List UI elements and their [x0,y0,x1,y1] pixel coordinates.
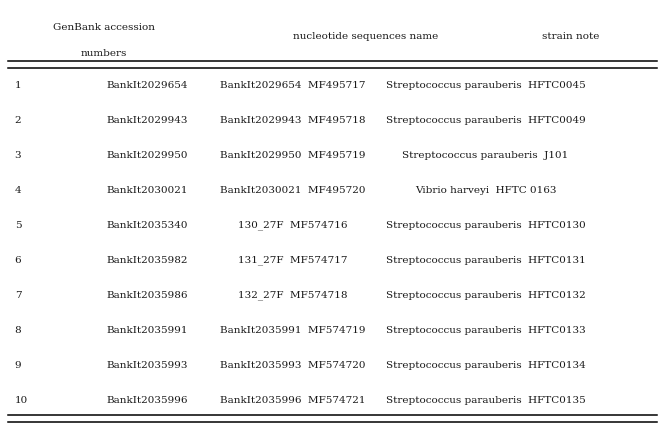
Text: BankIt2029943: BankIt2029943 [106,115,188,125]
Text: Streptococcus parauberis  HFTC0132: Streptococcus parauberis HFTC0132 [386,290,585,299]
Text: Streptococcus parauberis  HFTC0133: Streptococcus parauberis HFTC0133 [386,325,585,334]
Text: BankIt2029950: BankIt2029950 [106,150,188,160]
Text: Streptococcus parauberis  J101: Streptococcus parauberis J101 [402,150,569,160]
Text: 5: 5 [15,220,21,230]
Text: BankIt2029950  MF495719: BankIt2029950 MF495719 [220,150,365,160]
Text: BankIt2035986: BankIt2035986 [106,290,188,299]
Text: Vibrio harveyi  HFTC 0163: Vibrio harveyi HFTC 0163 [415,185,556,195]
Text: BankIt2030021: BankIt2030021 [106,185,188,195]
Text: Streptococcus parauberis  HFTC0130: Streptococcus parauberis HFTC0130 [386,220,585,230]
Text: 132_27F  MF574718: 132_27F MF574718 [238,290,347,299]
Text: BankIt2035340: BankIt2035340 [106,220,188,230]
Text: BankIt2035993: BankIt2035993 [106,360,188,369]
Text: 8: 8 [15,325,21,334]
Text: 1: 1 [15,81,21,90]
Text: nucleotide sequences name: nucleotide sequences name [293,32,438,41]
Text: BankIt2035991: BankIt2035991 [106,325,188,334]
Text: BankIt2029654: BankIt2029654 [106,81,188,90]
Text: 7: 7 [15,290,21,299]
Text: numbers: numbers [80,49,127,58]
Text: 131_27F  MF574717: 131_27F MF574717 [238,255,347,265]
Text: Streptococcus parauberis  HFTC0049: Streptococcus parauberis HFTC0049 [386,115,585,125]
Text: 10: 10 [15,395,28,404]
Text: BankIt2035993  MF574720: BankIt2035993 MF574720 [220,360,365,369]
Text: 2: 2 [15,115,21,125]
Text: Streptococcus parauberis  HFTC0134: Streptococcus parauberis HFTC0134 [386,360,585,369]
Text: 4: 4 [15,185,21,195]
Text: Streptococcus parauberis  HFTC0131: Streptococcus parauberis HFTC0131 [386,255,585,265]
Text: BankIt2030021  MF495720: BankIt2030021 MF495720 [220,185,365,195]
Text: 9: 9 [15,360,21,369]
Text: BankIt2035996  MF574721: BankIt2035996 MF574721 [220,395,365,404]
Text: Streptococcus parauberis  HFTC0045: Streptococcus parauberis HFTC0045 [386,81,585,90]
Text: BankIt2035996: BankIt2035996 [106,395,188,404]
Text: 6: 6 [15,255,21,265]
Text: 3: 3 [15,150,21,160]
Text: strain note: strain note [541,32,599,41]
Text: Streptococcus parauberis  HFTC0135: Streptococcus parauberis HFTC0135 [386,395,585,404]
Text: BankIt2029654  MF495717: BankIt2029654 MF495717 [220,81,365,90]
Text: GenBank accession: GenBank accession [53,23,155,32]
Text: BankIt2035982: BankIt2035982 [106,255,188,265]
Text: BankIt2035991  MF574719: BankIt2035991 MF574719 [220,325,365,334]
Text: 130_27F  MF574716: 130_27F MF574716 [238,220,347,230]
Text: BankIt2029943  MF495718: BankIt2029943 MF495718 [220,115,365,125]
